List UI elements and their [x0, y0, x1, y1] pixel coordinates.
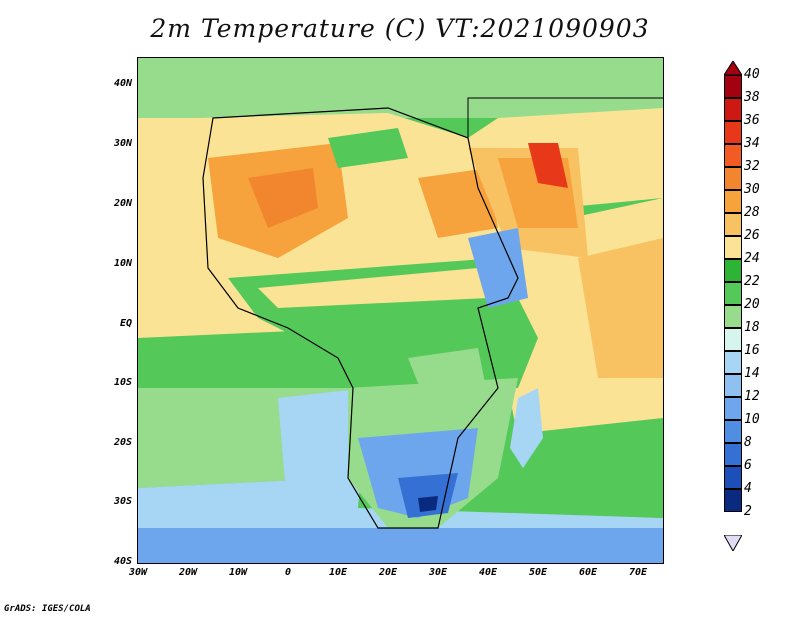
colorbar-label: 8 [744, 435, 752, 450]
lat-label-40s: 40S [113, 556, 132, 567]
lat-label-20s: 20S [113, 437, 132, 448]
credit-label: GrADS: IGES/COLA [4, 604, 91, 614]
lon-label-50e: 50E [528, 567, 548, 578]
lon-label-10w: 10W [228, 567, 248, 578]
lat-label-10n: 10N [113, 258, 132, 269]
colorbar-label: 2 [744, 504, 752, 519]
lon-label-30e: 30E [428, 567, 448, 578]
colorbar-swatch [724, 489, 742, 512]
colorbar-swatch [724, 443, 742, 466]
lon-label-20w: 20W [178, 567, 198, 578]
colorbar-swatch [724, 351, 742, 374]
colorbar-label: 6 [744, 458, 752, 473]
colorbar-label: 32 [744, 159, 760, 174]
lat-label-10s: 10S [113, 377, 132, 388]
lat-label-40n: 40N [113, 78, 132, 89]
colorbar-label: 30 [744, 182, 760, 197]
colorbar-label: 16 [744, 343, 760, 358]
colorbar-swatch [724, 144, 742, 167]
lon-label-20e: 20E [378, 567, 398, 578]
north-band [138, 58, 663, 118]
colorbar-swatch [724, 236, 742, 259]
colorbar-label: 34 [744, 136, 760, 151]
southern-ocean-band [138, 528, 663, 563]
madagascar [510, 388, 543, 468]
colorbar-swatch [724, 374, 742, 397]
lat-label-eq: EQ [119, 318, 132, 329]
colorbar-top-arrow [724, 61, 742, 75]
map-title: 2m Temperature (C) VT:2021090903 [150, 14, 650, 43]
colorbar-swatch [724, 282, 742, 305]
lesotho-coldest [418, 496, 438, 512]
africa-coastline [202, 107, 519, 529]
north-africa-green-patch [328, 128, 408, 168]
lon-label-40e: 40E [478, 567, 498, 578]
lat-label-20n: 20N [113, 198, 132, 209]
colorbar-swatch [724, 213, 742, 236]
colorbar-label: 10 [744, 412, 760, 427]
colorbar-swatch [724, 98, 742, 121]
colorbar-swatch [724, 190, 742, 213]
indian-ocean-hot [578, 238, 663, 378]
lon-label-60e: 60E [578, 567, 598, 578]
colorbar-swatch [724, 305, 742, 328]
colorbar-label: 4 [744, 481, 752, 496]
temperature-field [138, 58, 663, 563]
colorbar-label: 20 [744, 297, 760, 312]
colorbar-label: 24 [744, 251, 760, 266]
colorbar-label: 26 [744, 228, 760, 243]
lon-label-10e: 10E [328, 567, 348, 578]
colorbar-label: 14 [744, 366, 760, 381]
colorbar-swatch [724, 259, 742, 282]
lon-label-30w: 30W [128, 567, 148, 578]
colorbar-swatch [724, 466, 742, 489]
colorbar-swatch [724, 397, 742, 420]
arabia-coastline [467, 97, 663, 138]
sahel-belt [258, 268, 488, 308]
colorbar-label: 38 [744, 90, 760, 105]
colorbar-label: 22 [744, 274, 760, 289]
temperature-map [137, 57, 664, 564]
persian-gulf-hot [528, 143, 568, 188]
colorbar-swatch [724, 167, 742, 190]
colorbar-bottom-arrow [724, 535, 742, 551]
lat-label-30n: 30N [113, 138, 132, 149]
colorbar-swatch [724, 121, 742, 144]
colorbar-label: 18 [744, 320, 760, 335]
western-sahara-hottest [248, 168, 318, 228]
colorbar-swatch [724, 328, 742, 351]
lat-label-30s: 30S [113, 496, 132, 507]
lon-label-0: 0 [284, 567, 292, 578]
colorbar-label: 36 [744, 113, 760, 128]
lon-label-70e: 70E [628, 567, 648, 578]
colorbar-swatch [724, 420, 742, 443]
atlantic-equatorial-band [138, 328, 368, 398]
colorbar-label: 40 [744, 67, 760, 82]
colorbar-label: 12 [744, 389, 760, 404]
colorbar-label: 28 [744, 205, 760, 220]
colorbar-swatch [724, 75, 742, 98]
